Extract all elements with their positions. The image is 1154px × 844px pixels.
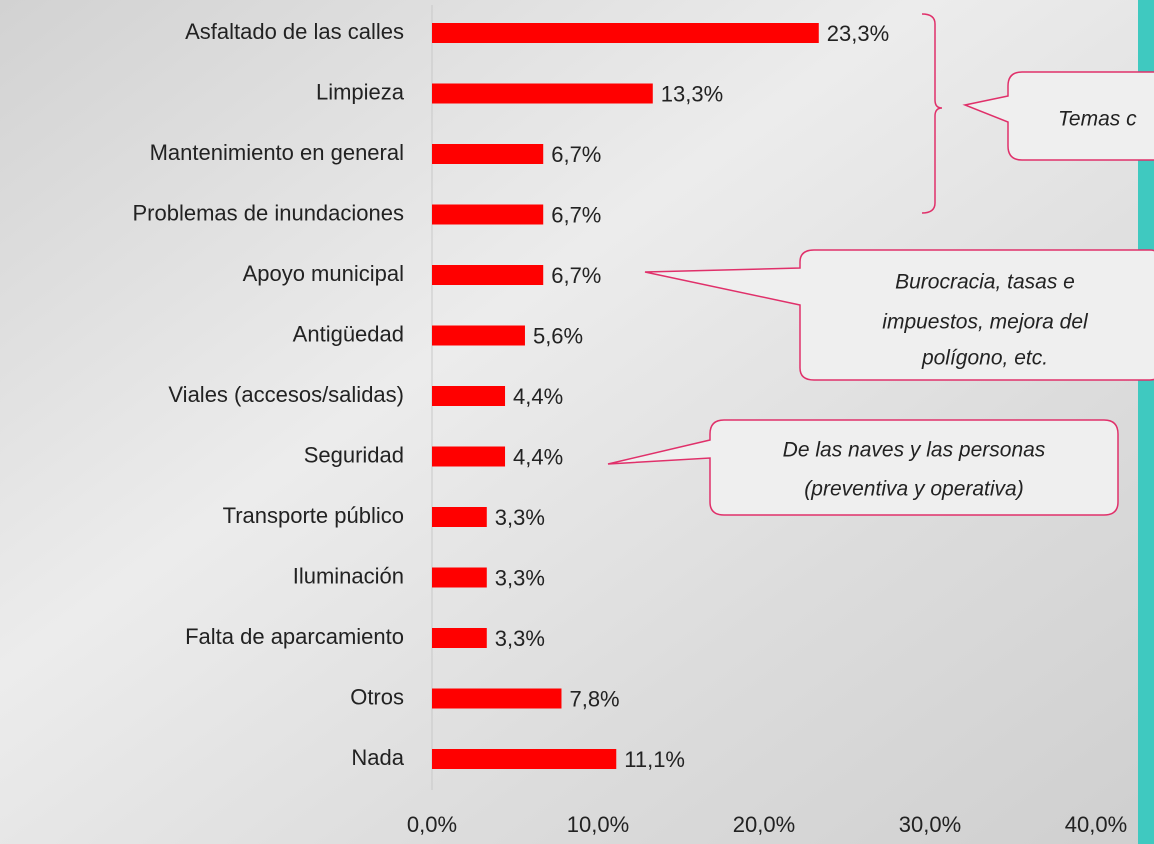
y-tick-label: Viales (accesos/salidas) <box>168 382 404 407</box>
annotation: Temas c <box>1058 108 1137 131</box>
y-tick-label: Otros <box>350 684 404 709</box>
annotation: Burocracia, tasas e <box>895 271 1075 294</box>
y-tick-label: Apoyo municipal <box>243 261 404 286</box>
bar <box>432 265 543 285</box>
value-label: 6,7% <box>551 142 601 167</box>
bar <box>432 689 561 709</box>
y-tick-label: Transporte público <box>223 503 404 528</box>
value-label: 6,7% <box>551 263 601 288</box>
bar <box>432 447 505 467</box>
x-tick-label: 20,0% <box>733 812 795 837</box>
bar <box>432 749 616 769</box>
x-tick-label: 30,0% <box>899 812 961 837</box>
x-tick-label: 40,0% <box>1065 812 1127 837</box>
y-tick-label: Antigüedad <box>293 321 404 346</box>
value-label: 5,6% <box>533 323 583 348</box>
y-tick-label: Asfaltado de las calles <box>185 19 404 44</box>
y-tick-label: Problemas de inundaciones <box>132 200 404 225</box>
bar <box>432 23 819 43</box>
x-tick-label: 10,0% <box>567 812 629 837</box>
annotation: impuestos, mejora del <box>882 311 1089 334</box>
y-tick-label: Nada <box>351 745 404 770</box>
value-label: 4,4% <box>513 384 563 409</box>
bar <box>432 205 543 225</box>
bar <box>432 628 487 648</box>
annotation: polígono, etc. <box>921 347 1048 370</box>
value-label: 6,7% <box>551 202 601 227</box>
value-label: 13,3% <box>661 81 723 106</box>
value-label: 3,3% <box>495 626 545 651</box>
value-label: 7,8% <box>569 686 619 711</box>
bar <box>432 326 525 346</box>
y-tick-label: Falta de aparcamiento <box>185 624 404 649</box>
value-label: 11,1% <box>624 747 685 772</box>
y-tick-label: Limpieza <box>316 79 405 104</box>
y-tick-label: Seguridad <box>304 442 404 467</box>
annotation: De las naves y las personas <box>783 439 1046 462</box>
x-tick-label: 0,0% <box>407 812 457 837</box>
value-label: 3,3% <box>495 565 545 590</box>
value-label: 3,3% <box>495 505 545 530</box>
bar <box>432 144 543 164</box>
bar <box>432 84 653 104</box>
y-tick-label: Iluminación <box>293 563 404 588</box>
bar <box>432 568 487 588</box>
chart: Temas c Burocracia, tasas e impuestos, m… <box>0 0 1154 844</box>
value-label: 4,4% <box>513 444 563 469</box>
bar <box>432 507 487 527</box>
y-tick-label: Mantenimiento en general <box>150 140 404 165</box>
annotation: (preventiva y operativa) <box>804 478 1023 501</box>
value-label: 23,3% <box>827 21 889 46</box>
bar <box>432 386 505 406</box>
